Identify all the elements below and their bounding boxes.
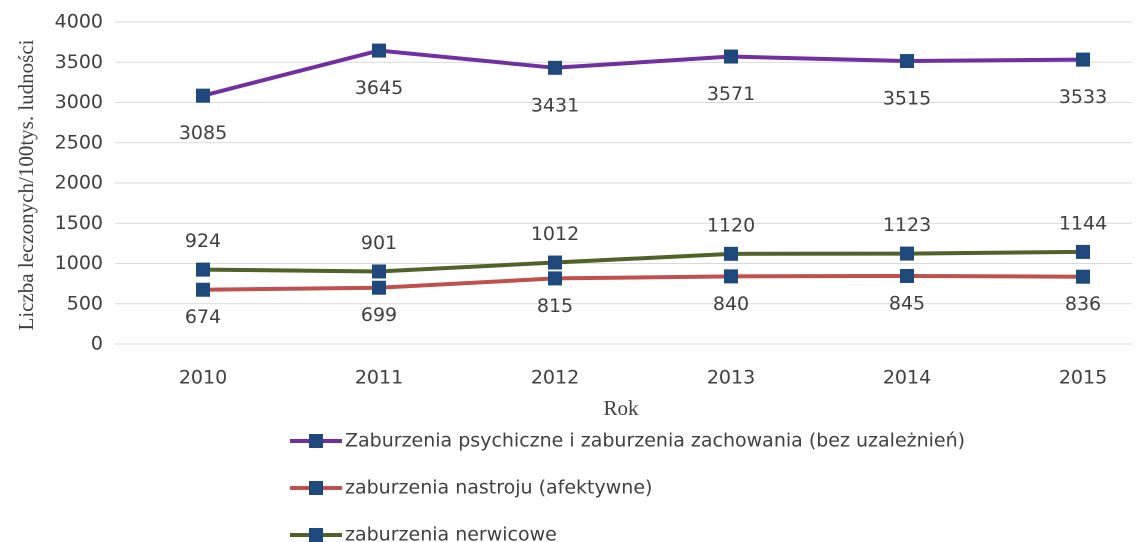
y-tick-label: 3000 — [55, 91, 103, 113]
x-tick-label: 2015 — [1059, 367, 1107, 389]
legend-marker — [309, 434, 323, 448]
y-tick-label: 3500 — [55, 51, 103, 73]
marker — [372, 280, 386, 295]
y-tick-label: 500 — [67, 292, 103, 314]
data-label: 1012 — [531, 223, 579, 245]
data-label: 1144 — [1059, 212, 1107, 234]
data-label: 836 — [1065, 293, 1101, 315]
marker — [1076, 269, 1090, 284]
y-tick-label: 2000 — [55, 172, 103, 194]
legend-label: Zaburzenia psychiczne i zaburzenia zacho… — [345, 430, 965, 452]
data-label: 699 — [361, 304, 397, 326]
x-tick-label: 2011 — [355, 367, 403, 389]
x-tick-label: 2012 — [531, 367, 579, 389]
marker — [900, 246, 914, 261]
data-label: 3571 — [707, 83, 755, 105]
marker — [548, 255, 562, 270]
marker — [1076, 244, 1090, 259]
marker — [372, 264, 386, 279]
data-label: 1123 — [883, 214, 931, 236]
marker — [724, 49, 738, 64]
series-line — [202, 273, 1084, 292]
x-tick-label: 2010 — [179, 367, 227, 389]
marker — [196, 88, 210, 103]
marker — [196, 262, 210, 277]
legend-marker — [309, 481, 323, 495]
marker — [724, 269, 738, 284]
marker — [372, 43, 386, 58]
marker — [548, 60, 562, 75]
data-label: 845 — [889, 292, 925, 314]
data-label: 1120 — [707, 214, 755, 236]
marker — [724, 246, 738, 261]
data-label: 3085 — [179, 122, 227, 144]
marker — [548, 271, 562, 286]
marker — [900, 54, 914, 69]
data-label: 3515 — [883, 88, 931, 110]
data-label: 924 — [185, 230, 221, 252]
y-tick-label: 0 — [91, 333, 103, 355]
y-tick-label: 4000 — [55, 11, 103, 33]
marker — [1076, 52, 1090, 67]
x-tick-label: 2014 — [883, 367, 931, 389]
legend-label: zaburzenia nastroju (afektywne) — [345, 477, 652, 499]
y-tick-label: 1000 — [55, 252, 103, 274]
data-label: 840 — [713, 293, 749, 315]
marker — [196, 282, 210, 297]
marker — [900, 268, 914, 283]
series-line — [202, 48, 1084, 98]
data-label: 815 — [537, 295, 573, 317]
y-tick-label: 2500 — [55, 131, 103, 153]
legend-label: zaburzenia nerwicowe — [345, 524, 557, 542]
data-label: 901 — [361, 232, 397, 254]
series-line — [202, 249, 1084, 274]
data-label: 3431 — [531, 94, 579, 116]
x-axis-title: Rok — [603, 396, 639, 420]
data-label: 3533 — [1059, 86, 1107, 108]
y-axis-title: Liczba leczonych/100tys. ludności — [14, 39, 38, 330]
x-tick-label: 2013 — [707, 367, 755, 389]
data-label: 674 — [185, 306, 221, 328]
data-label: 3645 — [355, 77, 403, 99]
y-tick-label: 1500 — [55, 212, 103, 234]
legend-marker — [309, 528, 323, 542]
